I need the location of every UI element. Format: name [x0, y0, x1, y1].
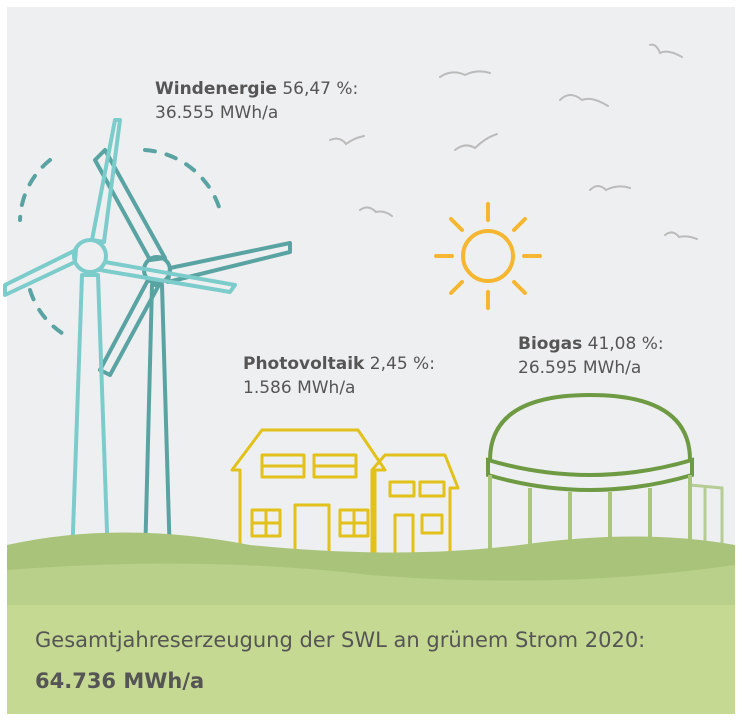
footer-text: Gesamtjahreserzeugung der SWL an grünem … [35, 628, 645, 652]
pv-amount: 1.586 MWh/a [243, 378, 355, 398]
footer-total: 64.736 MWh/a [35, 669, 204, 693]
biogas-amount: 26.595 MWh/a [518, 358, 641, 378]
wind-amount: 36.555 MWh/a [155, 103, 278, 123]
footer-band [7, 605, 735, 714]
infographic: Windenergie 56,47 %: 36.555 MWh/a Photov… [0, 0, 742, 721]
pv-label: Photovoltaik 2,45 %: [243, 354, 435, 374]
biogas-label: Biogas 41,08 %: [518, 334, 664, 354]
wind-label: Windenergie 56,47 %: [155, 79, 358, 99]
